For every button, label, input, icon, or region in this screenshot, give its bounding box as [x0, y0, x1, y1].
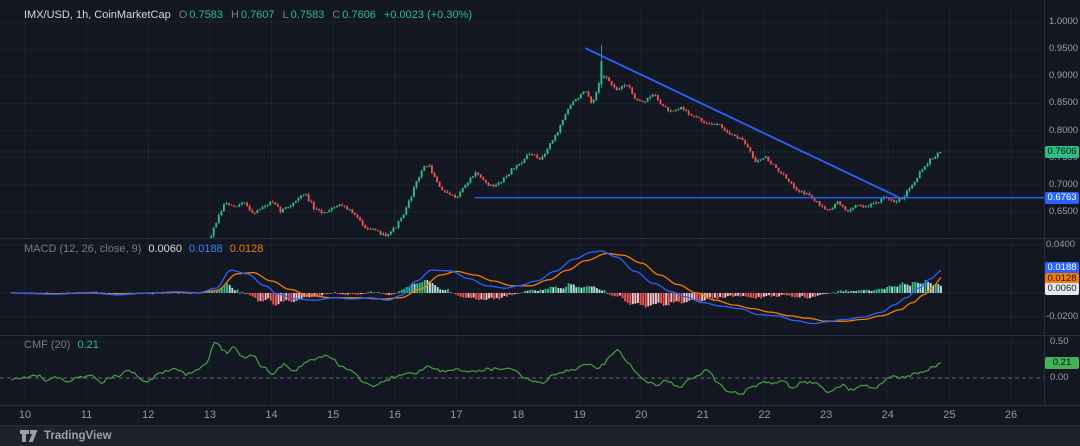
time-tick-label: 16: [388, 409, 401, 421]
time-tick-label: 10: [18, 409, 32, 421]
price-tick-label: 1.0000: [1049, 16, 1079, 27]
ohlc-high-value: 0.7607: [240, 9, 275, 21]
tradingview-logo-text[interactable]: TradingView: [44, 430, 112, 442]
price-tick-label: 0.9500: [1049, 43, 1079, 55]
ohlc-open-label: O: [178, 9, 188, 21]
time-tick-label: 14: [265, 409, 278, 421]
time-tick-label: 23: [820, 409, 833, 421]
macd-signal-value: 0.0128: [229, 243, 264, 255]
cmf-indicator-label[interactable]: CMF (20): [24, 339, 71, 351]
ohlc-low-label: L: [282, 9, 289, 21]
time-tick-label: 26: [1004, 409, 1018, 421]
time-tick-label: 18: [511, 409, 525, 421]
price-tick-label: 0.8000: [1049, 124, 1079, 136]
time-tick-label: 20: [635, 409, 648, 421]
price-tick-label: 0.9000: [1049, 70, 1079, 82]
cmf-tick-label: 0.50: [1050, 336, 1069, 347]
support-level-badge: 0.6763: [1045, 191, 1079, 204]
time-tick-label: 21: [696, 409, 709, 421]
ohlc-open-value: 0.7583: [189, 9, 223, 21]
price-tick-label: 0.6500: [1049, 205, 1079, 217]
time-tick-label: 17: [450, 409, 463, 421]
footer-bar: TradingView: [0, 425, 1080, 446]
price-change-value: +0.0023 (+0.30%): [383, 9, 473, 21]
macd-line-value: 0.0188: [189, 243, 223, 255]
symbol-header: IMX/USD, 1h, CoinMarketCap O 0.7583 H 0.…: [24, 9, 472, 21]
macd-histogram-value: 0.0060: [148, 243, 183, 255]
macd-indicator-row: MACD (12, 26, close, 9) 0.0060 0.0188 0.…: [24, 243, 263, 255]
ohlc-close-label: C: [332, 9, 341, 21]
price-tick-label: 0.8500: [1049, 97, 1079, 109]
tradingview-logo-icon[interactable]: [20, 430, 38, 442]
time-tick-label: 11: [80, 409, 93, 421]
time-tick-label: 24: [881, 409, 894, 421]
time-tick-label: 25: [943, 409, 956, 421]
ohlc-low-value: 0.7583: [290, 9, 325, 21]
ohlc-close-value: 0.7606: [342, 9, 376, 21]
time-tick-label: 22: [758, 409, 771, 421]
cmf-value-badge: 0.21: [1045, 356, 1079, 369]
time-tick-label: 15: [327, 409, 340, 421]
time-tick-label: 12: [142, 409, 155, 421]
cmf-indicator-row: CMF (20) 0.21: [24, 339, 99, 351]
macd-line-badge: 0.0188: [1045, 262, 1079, 274]
macd-histogram-badge: 0.0060: [1045, 283, 1079, 295]
cmf-value: 0.21: [77, 339, 99, 351]
price-tick-label: 0.7000: [1049, 178, 1079, 190]
macd-indicator-label[interactable]: MACD (12, 26, close, 9): [24, 243, 142, 255]
macd-tick-label: 0.0400: [1046, 239, 1076, 250]
macd-signal-badge: 0.0128: [1045, 272, 1079, 285]
time-tick-label: 19: [573, 409, 586, 421]
macd-tick-label: -0.0200: [1046, 311, 1079, 322]
time-tick-label: 13: [203, 409, 216, 421]
ohlc-high-label: H: [230, 9, 239, 21]
cmf-tick-label: 0.00: [1050, 372, 1069, 383]
symbol-title[interactable]: IMX/USD, 1h, CoinMarketCap: [24, 9, 171, 21]
last-price-badge: 0.7606: [1045, 145, 1079, 158]
